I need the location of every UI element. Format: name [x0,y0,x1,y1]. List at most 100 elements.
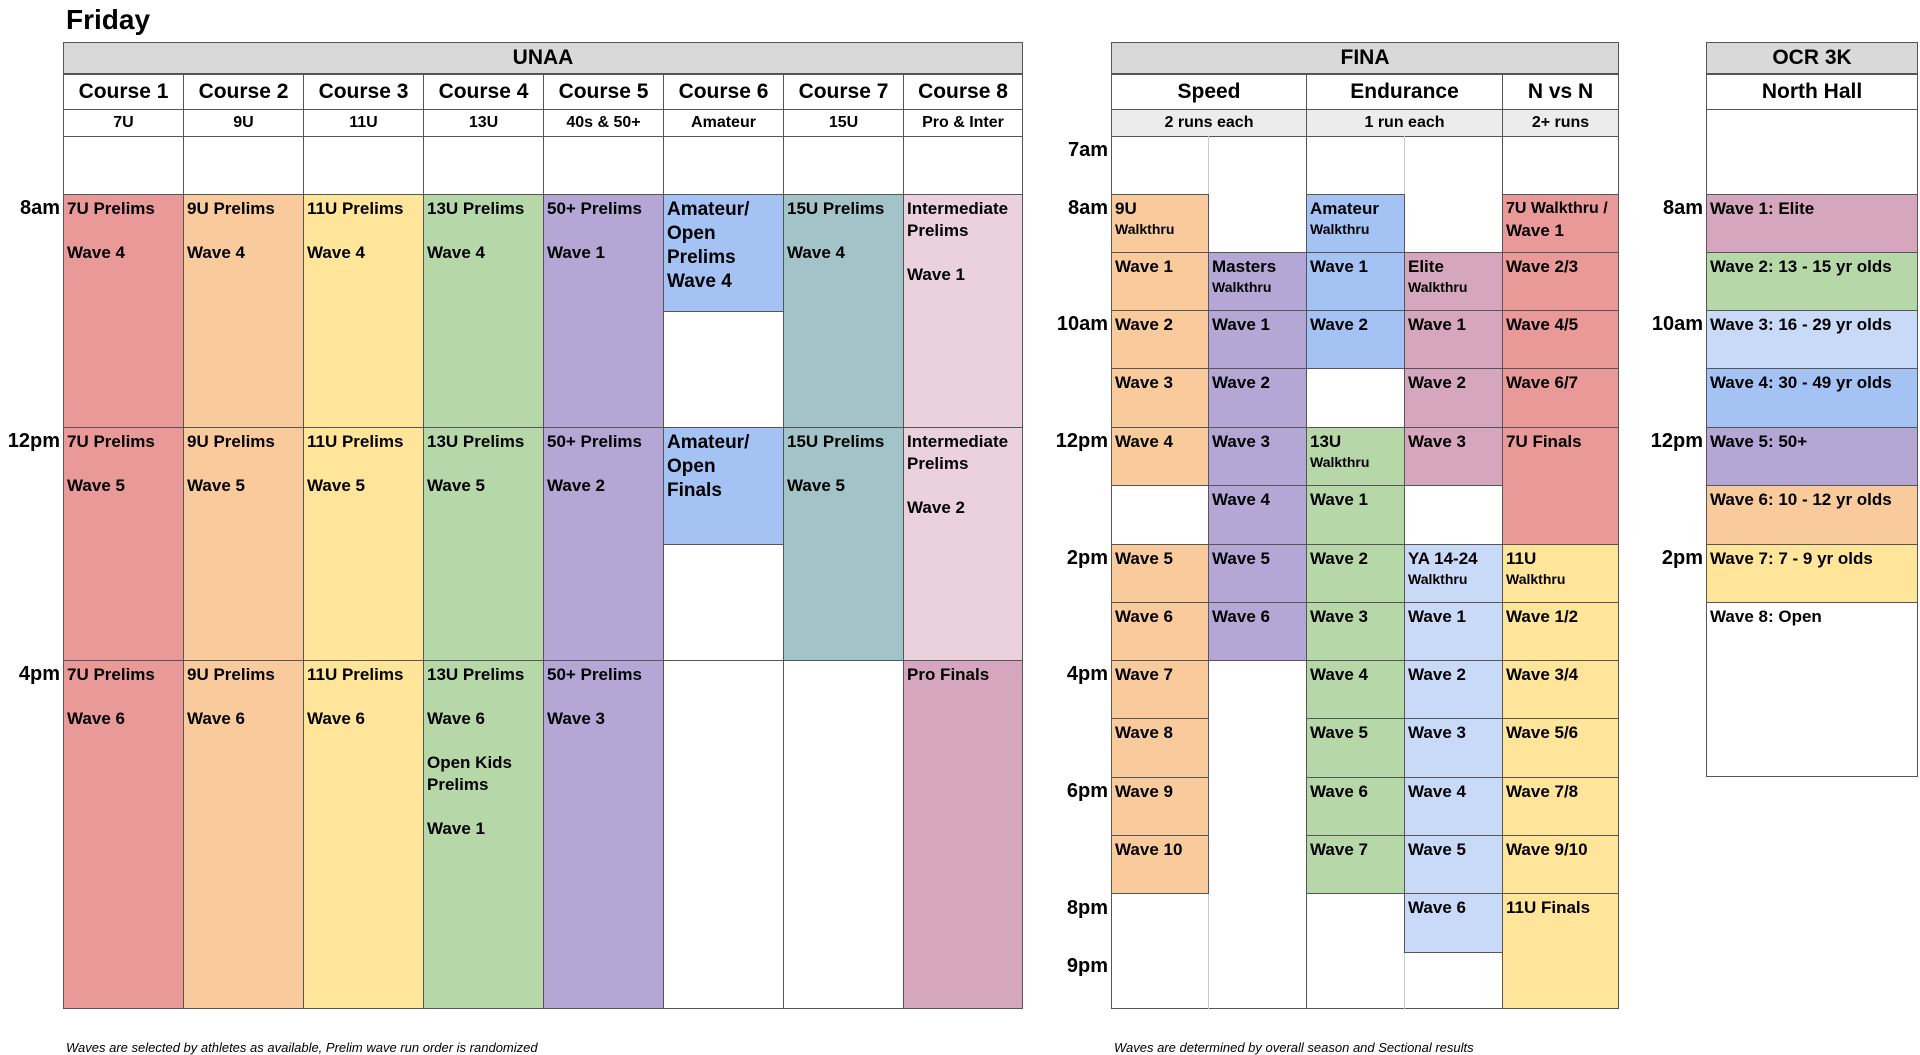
fina-cell: Wave 4 [1111,427,1209,486]
fina-cell: 11U Walkthru [1502,544,1619,603]
fina-cell: Wave 3/4 [1502,660,1619,719]
fina-cell: Wave 6/7 [1502,368,1619,428]
fina-time-label: 7am [1067,139,1108,161]
fina-time-label: 9pm [1066,955,1108,977]
page-title: Friday [66,4,151,35]
schedule-cell: 7U Prelims Wave 4 [63,194,184,428]
unaa-divider [183,136,184,195]
course-7-age: 15U [783,109,904,137]
fina-cell: Wave 5 [1111,544,1209,603]
schedule-cell: 7U Prelims Wave 5 [63,427,184,661]
unaa-divider [663,136,664,195]
schedule-cell: 50+ Prelims Wave 2 [543,427,664,661]
unaa-time-label: 4pm [18,663,60,685]
fina-time-label: 8am [1067,197,1108,219]
fina-cell: Wave 1 [1306,485,1405,545]
course-2-age: 9U [183,109,304,137]
fina-cell: Wave 1 [1404,310,1503,369]
fina-cell: Wave 8 [1111,718,1209,778]
fina-cell: Wave 4/5 [1502,310,1619,369]
course-5-header: Course 5 [543,74,664,110]
fina-cell: Wave 3 [1208,427,1307,486]
empty-cell [663,311,784,428]
course-8-header: Course 8 [903,74,1023,110]
fina-cell: Wave 1 [1306,252,1405,311]
ocr-wave-cell: Wave 4: 30 - 49 yr olds [1706,368,1918,428]
fina-cell: 13U Walkthru [1306,427,1405,486]
course-6-header: Course 6 [663,74,784,110]
course-4-header: Course 4 [423,74,544,110]
fina-cell: Wave 1 [1208,310,1307,369]
ocr-wave-cell: Wave 6: 10 - 12 yr olds [1706,485,1918,545]
schedule-cell: Intermediate Prelims Wave 1 [903,194,1023,428]
ocr-time-label: 8am [1662,197,1703,219]
schedule-cell: 9U Prelims Wave 6 [183,660,304,1009]
speed-header: Speed [1111,74,1307,110]
unaa-divider [543,136,544,195]
fina-cell: Wave 7/8 [1502,777,1619,836]
fina-cell: Wave 5 [1208,544,1307,603]
empty-cell [663,544,784,661]
ocr-wave-cell: Wave 7: 7 - 9 yr olds [1706,544,1918,603]
unaa-divider [423,136,424,195]
schedule-cell: 11U Prelims Wave 6 [303,660,424,1009]
fina-time-label: 10am [1056,313,1108,335]
fina-cell: Wave 10 [1111,835,1209,894]
course-2-header: Course 2 [183,74,304,110]
fina-time-label: 4pm [1066,663,1108,685]
schedule-cell: 9U Prelims Wave 4 [183,194,304,428]
fina-cell: Wave 7 [1111,660,1209,719]
schedule-cell: Intermediate Prelims Wave 2 [903,427,1023,661]
unaa-time-label: 12pm [7,430,60,452]
fina-cell: 9U Walkthru [1111,194,1209,253]
fina-cell: Wave 5 [1306,718,1405,778]
unaa-header: UNAA [63,42,1023,74]
fina-cell: Wave 9 [1111,777,1209,836]
schedule-cell: 11U Prelims Wave 4 [303,194,424,428]
fina-time-label: 12pm [1055,430,1108,452]
course-1-header: Course 1 [63,74,184,110]
schedule-cell: Amateur/Open Prelims Wave 4 [663,194,784,312]
course-8-age: Pro & Inter [903,109,1023,137]
unaa-divider [783,136,784,195]
fina-footnote: Waves are determined by overall season a… [1114,1040,1474,1055]
fina-cell: Wave 3 [1111,368,1209,428]
fina-cell: 11U Finals [1502,893,1619,1009]
fina-time-label: 6pm [1066,780,1108,802]
fina-header: FINA [1111,42,1619,74]
fina-cell: YA 14-24 Walkthru [1404,544,1503,603]
unaa-divider [903,136,904,195]
ocr-header: OCR 3K [1706,42,1918,74]
fina-cell: Masters Walkthru [1208,252,1307,311]
nvn-sub: 2+ runs [1502,109,1619,137]
fina-cell: Wave 7 [1306,835,1405,894]
schedule-cell: Pro Finals [903,660,1023,1009]
fina-cell: 7U Walkthru / Wave 1 [1502,194,1619,253]
fina-cell: Wave 2 [1208,368,1307,428]
fina-cell: Wave 4 [1208,485,1307,545]
endurance-header: Endurance [1306,74,1503,110]
ocr-wave-cell: Wave 1: Elite [1706,194,1918,253]
fina-cell: Elite Walkthru [1404,252,1503,311]
fina-cell: Wave 9/10 [1502,835,1619,894]
speed-sub: 2 runs each [1111,109,1307,137]
fina-cell: Wave 2 [1404,660,1503,719]
ocr-time-label: 12pm [1650,430,1703,452]
fina-cell: Wave 2/3 [1502,252,1619,311]
course-3-age: 11U [303,109,424,137]
fina-cell: Wave 4 [1306,660,1405,719]
fina-cell: Wave 2 [1306,310,1405,369]
fina-cell: 7U Finals [1502,427,1619,545]
empty-cell [663,660,784,1009]
fina-time-label: 8pm [1066,897,1108,919]
schedule-cell: 50+ Prelims Wave 3 [543,660,664,1009]
schedule-cell: 15U Prelims Wave 5 [783,427,904,661]
fina-cell: Wave 3 [1404,718,1503,778]
course-1-age: 7U [63,109,184,137]
ocr-time-label: 2pm [1661,547,1703,569]
north-hall-header: North Hall [1706,74,1918,110]
fina-cell: Wave 6 [1208,602,1307,661]
fina-cell: Amateur Walkthru [1306,194,1405,253]
schedule-cell: 13U Prelims Wave 5 [423,427,544,661]
fina-cell: Wave 6 [1404,893,1503,953]
